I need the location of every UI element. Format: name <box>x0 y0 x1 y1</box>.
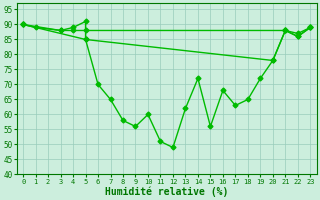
X-axis label: Humidité relative (%): Humidité relative (%) <box>105 186 228 197</box>
